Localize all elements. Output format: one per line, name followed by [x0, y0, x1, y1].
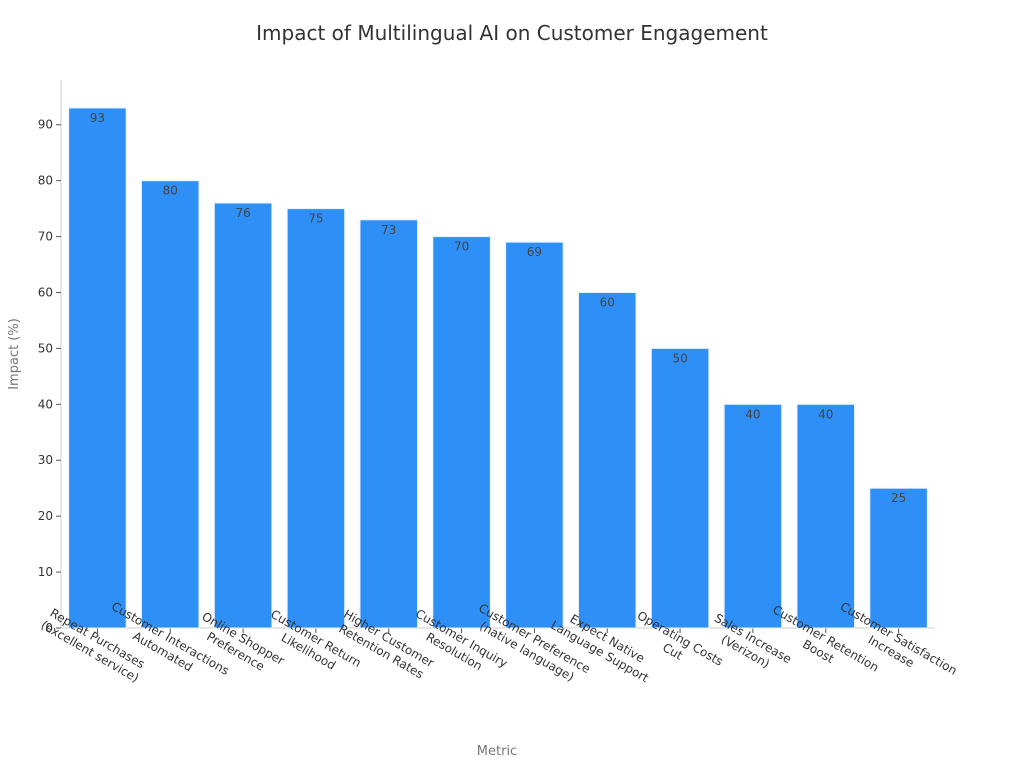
bar-value-label: 50 — [672, 351, 687, 365]
bar-value-label: 93 — [90, 111, 105, 125]
y-tick-label: 50 — [38, 341, 53, 355]
bar — [650, 347, 710, 629]
bar-value-label: 80 — [163, 184, 178, 198]
bar-value-label: 25 — [891, 491, 906, 505]
bar — [140, 180, 200, 629]
y-tick-label: 60 — [38, 285, 53, 299]
bar-value-label: 75 — [308, 212, 323, 226]
y-tick-label: 10 — [38, 565, 53, 579]
bar-value-label: 73 — [381, 223, 396, 237]
y-tick-label: 80 — [38, 174, 53, 188]
bar — [869, 487, 928, 629]
bar — [286, 208, 346, 629]
bar — [213, 202, 273, 629]
bar — [577, 291, 637, 629]
y-tick-label: 40 — [38, 397, 53, 411]
bar — [68, 107, 127, 629]
bar — [796, 403, 856, 629]
bar-value-label: 60 — [600, 295, 615, 309]
bar-value-label: 69 — [527, 245, 542, 259]
y-tick-label: 20 — [38, 509, 53, 523]
data-labels: 93 80 76 75 73 70 69 60 50 40 40 25 — [90, 111, 906, 505]
y-tick-label: 70 — [38, 230, 53, 244]
y-tick-label: 90 — [38, 118, 53, 132]
bar — [359, 219, 419, 629]
x-axis-title: Metric — [477, 744, 517, 759]
bar — [505, 241, 564, 629]
bar — [432, 236, 491, 629]
bars — [68, 107, 928, 629]
bar-value-label: 40 — [745, 407, 760, 421]
bar — [723, 403, 783, 629]
y-tick-label: 30 — [38, 453, 53, 467]
y-tick-label: 0 — [45, 621, 53, 635]
y-axis-title: Impact (%) — [7, 318, 22, 390]
bar-value-label: 76 — [235, 206, 250, 220]
bar-value-label: 70 — [454, 240, 469, 254]
chart-title: Impact of Multilingual AI on Customer En… — [256, 21, 768, 45]
axes — [56, 80, 935, 633]
bar-value-label: 40 — [818, 407, 833, 421]
